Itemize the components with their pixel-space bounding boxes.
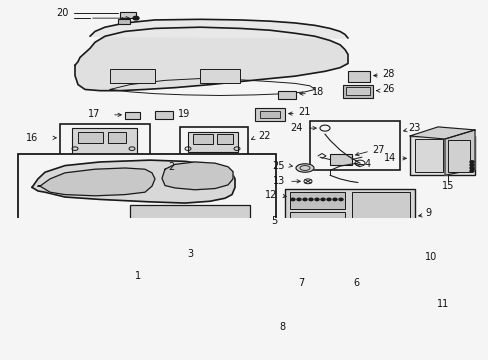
Bar: [278, 91, 295, 99]
Text: 13: 13: [272, 176, 285, 186]
Bar: [18, 154, 275, 266]
Text: 2: 2: [168, 162, 174, 172]
Circle shape: [469, 167, 473, 169]
Text: 27: 27: [371, 145, 384, 155]
Text: 11: 11: [436, 299, 448, 309]
Bar: [309, 121, 399, 170]
Bar: [72, 128, 137, 154]
Bar: [193, 134, 213, 144]
Text: 16: 16: [26, 133, 38, 143]
Bar: [431, 278, 453, 294]
Bar: [301, 248, 355, 270]
Ellipse shape: [295, 164, 313, 172]
Bar: [78, 132, 103, 143]
Polygon shape: [90, 19, 347, 38]
Circle shape: [320, 198, 325, 201]
Bar: [289, 192, 345, 209]
Text: 3: 3: [186, 249, 193, 259]
Bar: [60, 124, 150, 159]
Circle shape: [314, 198, 318, 201]
Bar: [254, 108, 285, 121]
Circle shape: [278, 300, 285, 304]
Text: 25: 25: [272, 161, 285, 171]
Text: 22: 22: [258, 131, 270, 141]
Bar: [200, 69, 240, 83]
Bar: [329, 154, 351, 165]
Bar: [396, 249, 402, 255]
Text: 4: 4: [364, 159, 370, 169]
Text: 5: 5: [270, 216, 276, 226]
Bar: [346, 87, 369, 95]
Circle shape: [303, 198, 306, 201]
Polygon shape: [444, 130, 474, 175]
Bar: [180, 127, 247, 157]
Polygon shape: [409, 127, 474, 139]
Bar: [404, 249, 410, 255]
Bar: [434, 279, 450, 285]
Circle shape: [133, 16, 139, 20]
Bar: [110, 69, 155, 83]
Polygon shape: [75, 27, 347, 91]
Text: 6: 6: [352, 278, 358, 288]
Circle shape: [308, 198, 312, 201]
Circle shape: [278, 312, 285, 316]
Circle shape: [469, 161, 473, 163]
Text: 1: 1: [135, 271, 141, 281]
Text: 7: 7: [297, 278, 304, 288]
Polygon shape: [162, 162, 232, 190]
Bar: [108, 132, 126, 143]
Text: 15: 15: [441, 181, 453, 191]
Bar: [342, 85, 372, 98]
Circle shape: [469, 164, 473, 166]
Bar: [187, 132, 238, 152]
Bar: [364, 249, 370, 255]
Text: 10: 10: [424, 252, 436, 262]
Bar: [118, 19, 130, 24]
Circle shape: [296, 198, 301, 201]
Bar: [388, 249, 394, 255]
Bar: [155, 111, 173, 119]
Bar: [447, 140, 469, 172]
Bar: [351, 192, 409, 234]
Bar: [285, 189, 414, 238]
Text: 21: 21: [297, 107, 310, 117]
Bar: [125, 112, 140, 119]
Circle shape: [326, 198, 330, 201]
Circle shape: [278, 294, 285, 298]
Bar: [294, 245, 414, 274]
Bar: [289, 212, 345, 234]
Bar: [130, 206, 249, 243]
Bar: [120, 12, 136, 18]
Polygon shape: [32, 160, 235, 203]
Text: 28: 28: [381, 69, 393, 79]
Polygon shape: [38, 168, 155, 196]
Text: 20: 20: [56, 8, 68, 18]
Circle shape: [332, 198, 336, 201]
Bar: [260, 111, 280, 118]
Text: 24: 24: [290, 123, 303, 133]
Text: 19: 19: [178, 109, 190, 118]
Circle shape: [278, 306, 285, 310]
Text: 9: 9: [424, 208, 430, 218]
Text: 8: 8: [278, 321, 285, 332]
Bar: [347, 71, 369, 82]
Bar: [380, 249, 386, 255]
Bar: [217, 134, 232, 144]
Circle shape: [338, 198, 342, 201]
Bar: [414, 139, 442, 172]
Text: 23: 23: [407, 123, 420, 133]
Circle shape: [290, 198, 294, 201]
Circle shape: [469, 170, 473, 172]
Text: 14: 14: [383, 153, 395, 163]
Text: 26: 26: [381, 85, 393, 94]
Bar: [372, 249, 378, 255]
Text: 12: 12: [264, 190, 276, 199]
Text: 18: 18: [311, 87, 324, 97]
Text: 17: 17: [87, 109, 100, 118]
Bar: [409, 136, 474, 175]
